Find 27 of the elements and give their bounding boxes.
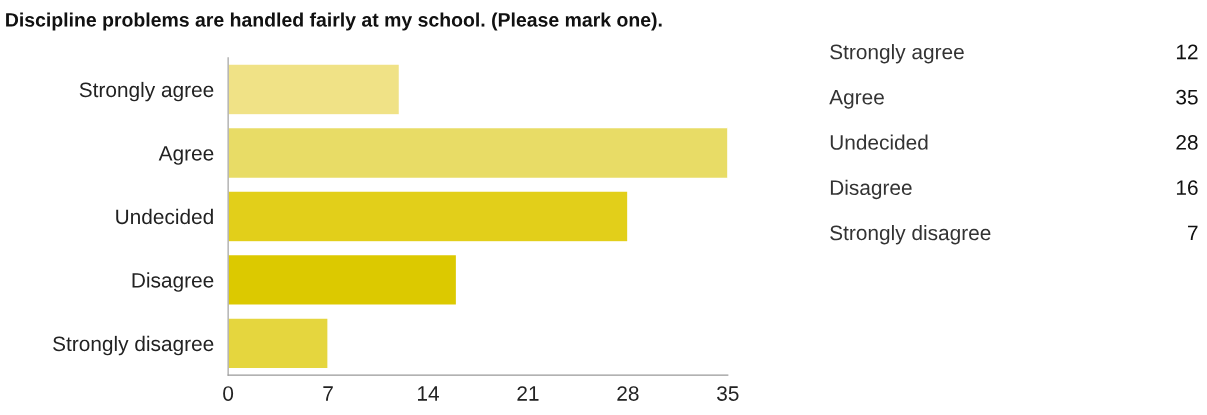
data-label: 16 [1176,180,1198,196]
data-label: 28 [1176,135,1198,150]
y-tick-label: Strongly agree [79,81,214,102]
x-tick-label: 28 [617,386,639,401]
y-tick-label: Disagree [132,272,214,292]
data-label: 12 [1176,44,1198,60]
category-label: Disagree [830,179,912,200]
category-label: Agree [829,90,884,109]
x-tick-label: 35 [717,386,739,401]
bar [228,190,629,243]
bar [228,253,458,307]
data-label: 35 [1176,89,1198,105]
x-tick-label: 21 [517,386,539,401]
category-label: Strongly agree [830,44,964,64]
x-tick-label: 14 [418,386,439,401]
category-label: Undecided [830,134,928,150]
y-tick-label: Undecided [116,208,213,225]
bar [228,317,329,370]
chart-title: Discipline problems are handled fairly at my school. (Please mark one). [6,12,662,31]
bar [228,126,728,180]
data-label: 7 [1188,225,1198,241]
x-tick-label: 7 [323,386,333,401]
y-tick-label: Strongly disagree [53,335,214,356]
x-tick-label: 0 [223,386,234,401]
bar [228,63,401,116]
y-tick-label: Agree [158,146,214,165]
category-label: Strongly disagree [830,224,991,245]
